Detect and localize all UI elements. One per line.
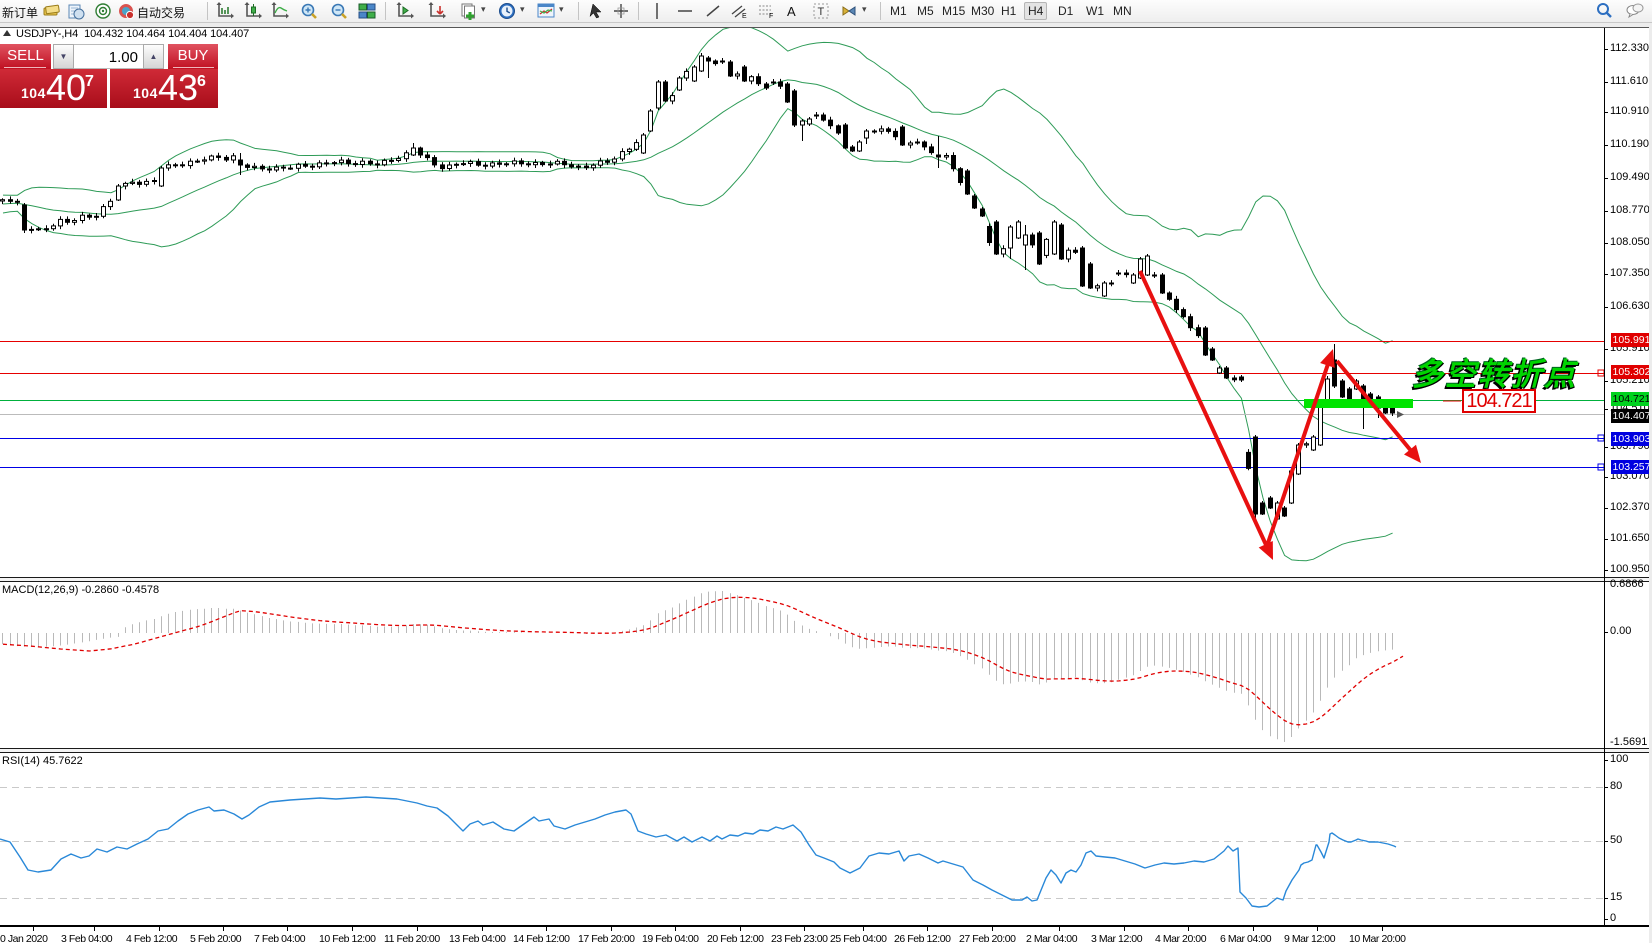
svg-text:T: T [818,6,825,18]
svg-text:E: E [742,13,747,20]
svg-text:F: F [769,13,773,20]
